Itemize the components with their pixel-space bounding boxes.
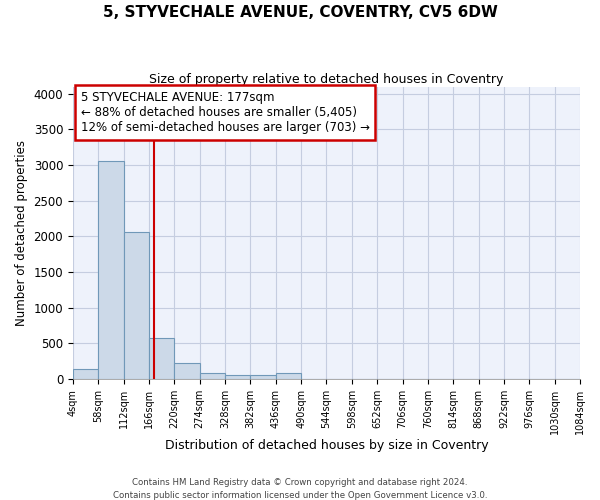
Bar <box>98 161 124 379</box>
Bar <box>250 376 276 379</box>
Bar <box>149 338 175 379</box>
Bar <box>276 374 301 379</box>
Bar <box>175 364 200 379</box>
Y-axis label: Number of detached properties: Number of detached properties <box>15 140 28 326</box>
X-axis label: Distribution of detached houses by size in Coventry: Distribution of detached houses by size … <box>164 440 488 452</box>
Text: 5, STYVECHALE AVENUE, COVENTRY, CV5 6DW: 5, STYVECHALE AVENUE, COVENTRY, CV5 6DW <box>103 5 497 20</box>
Bar <box>200 374 225 379</box>
Bar <box>225 375 250 379</box>
Text: 5 STYVECHALE AVENUE: 177sqm
← 88% of detached houses are smaller (5,405)
12% of : 5 STYVECHALE AVENUE: 177sqm ← 88% of det… <box>80 91 370 134</box>
Title: Size of property relative to detached houses in Coventry: Size of property relative to detached ho… <box>149 72 503 86</box>
Bar <box>124 232 149 379</box>
Bar <box>73 369 98 379</box>
Text: Contains HM Land Registry data © Crown copyright and database right 2024.
Contai: Contains HM Land Registry data © Crown c… <box>113 478 487 500</box>
